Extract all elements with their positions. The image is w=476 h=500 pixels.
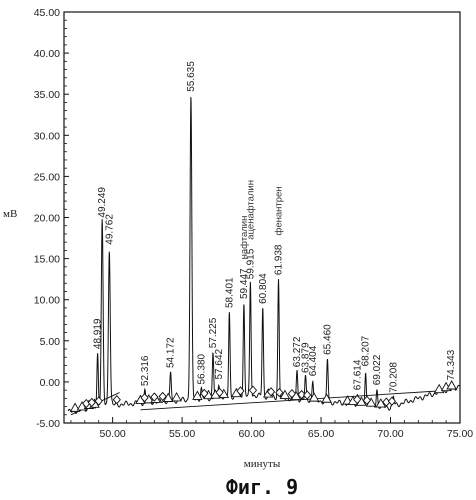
y-tick-label: 0.00	[40, 377, 61, 389]
y-tick-label: 35.00	[34, 89, 60, 101]
x-tick-labels: 50.00 55.00 60.00 65.00 70.00 75.00	[99, 428, 473, 440]
x-tick-label: 60.00	[238, 428, 264, 440]
peak-label: 68.207	[361, 335, 372, 366]
signal-trace	[68, 97, 460, 413]
y-tick-label: 40.00	[34, 48, 60, 60]
x-tick-label: 55.00	[169, 428, 195, 440]
y-axis-title: мВ	[3, 208, 17, 220]
x-tick-label: 50.00	[99, 428, 125, 440]
peak-label: 58.401	[224, 277, 235, 308]
diamond-marker	[249, 386, 256, 394]
compound-label: аценафталин	[245, 180, 256, 240]
x-tick-label: 70.00	[377, 428, 403, 440]
peak-label: 56.380	[196, 353, 207, 384]
x-axis-label: минуты	[244, 458, 281, 470]
peak-label: 52.316	[140, 355, 151, 386]
peak-label: 55.635	[186, 61, 197, 92]
x-tick-label: 65.00	[308, 428, 334, 440]
y-tick-labels: 45.00 40.00 35.00 30.00 25.00 20.00 15.00 10.00…	[34, 7, 60, 430]
diamond-marker	[113, 396, 120, 404]
x-tick-label: 75.00	[447, 428, 473, 440]
peak-label: 57.642	[214, 348, 225, 379]
peak-label: 70.208	[388, 362, 399, 393]
y-tick-label: 15.00	[34, 254, 60, 266]
triangle-marker	[172, 393, 181, 401]
peak-label: 60.804	[258, 273, 269, 304]
y-tick-label: 45.00	[34, 7, 60, 19]
y-tick-label: 10.00	[34, 295, 60, 307]
compound-label: фенантрен	[274, 186, 285, 235]
peak-label: 69.022	[372, 354, 383, 385]
y-tick-label: 30.00	[34, 130, 60, 142]
y-tick-label: 5.00	[40, 336, 61, 348]
peak-label: 65.460	[322, 324, 333, 355]
triangle-marker	[447, 381, 456, 389]
y-tick-label: -5.00	[36, 418, 60, 430]
peak-label: 49.762	[104, 214, 115, 245]
peak-label: 64.404	[308, 345, 319, 376]
peak-label: 74.343	[446, 349, 457, 380]
peak-label: 54.172	[166, 337, 177, 368]
peak-label: 48.919	[93, 318, 104, 349]
figure-caption: Фиг. 9	[226, 475, 298, 499]
y-tick-label: 20.00	[34, 213, 60, 225]
y-axis-label: мВ	[3, 208, 17, 220]
y-tick-label: 25.00	[34, 171, 60, 183]
peak-label: 57.225	[208, 317, 219, 348]
peak-label: 49.249	[97, 187, 108, 218]
peak-label: 61.938	[274, 244, 285, 275]
chromatogram-line	[68, 97, 460, 413]
